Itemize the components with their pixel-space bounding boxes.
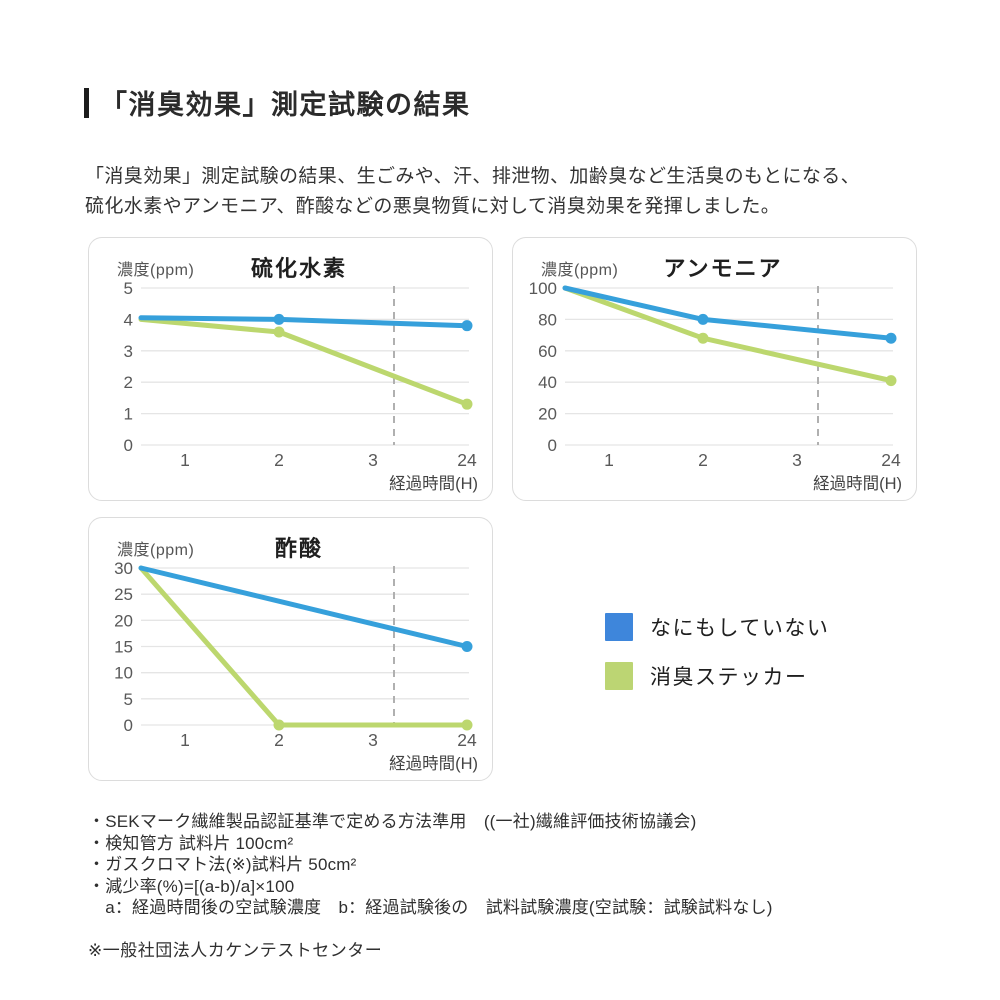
y-tick-label: 5 xyxy=(124,690,133,709)
legend-swatch-blue xyxy=(605,613,633,641)
x-axis-label: 経過時間(H) xyxy=(389,754,478,773)
y-tick-label: 0 xyxy=(124,436,133,455)
y-tick-label: 5 xyxy=(124,279,133,298)
y-tick-label: 10 xyxy=(114,664,133,683)
footnote-line: ・減少率(%)=[(a-b)/a]×100 xyxy=(88,876,295,896)
x-tick-label: 2 xyxy=(698,450,708,470)
footnote-line: ・SEKマーク繊維製品認証基準で定める方法準用 ((一社)繊維評価技術協議会) xyxy=(88,812,697,831)
y-axis-label: 濃度(ppm) xyxy=(117,261,194,279)
x-tick-label: 1 xyxy=(180,730,190,750)
y-tick-label: 20 xyxy=(538,405,557,424)
chart-panel-hydrogen-sulfide: 0 1 2 3 4 5 1 2 3 24 経過時間(H) 濃度(ppm) 硫化水素 xyxy=(88,237,493,501)
data-point-dot xyxy=(461,719,473,731)
series-line xyxy=(138,316,470,407)
data-point-dot xyxy=(461,398,473,410)
data-point-dot xyxy=(461,641,473,652)
legend-item-control: なにもしていない xyxy=(605,612,829,642)
y-tick-label: 60 xyxy=(538,342,557,361)
data-point-dot xyxy=(273,326,285,338)
chart-title: 硫化水素 xyxy=(251,256,347,281)
chart-legend: なにもしていない 消臭ステッカー xyxy=(605,612,829,710)
intro-text: 「消臭効果」測定試験の結果、生ごみや、汗、排泄物、加齢臭など生活臭のもとになる、… xyxy=(85,162,860,222)
x-tick-label: 2 xyxy=(274,730,284,750)
data-point-dot xyxy=(273,719,285,731)
y-tick-label: 3 xyxy=(124,342,133,361)
x-tick-label: 3 xyxy=(368,730,378,750)
line-chart-acetic-acid: 0 5 10 15 20 25 30 1 2 3 24 経過時間(H) 濃度(ppm) 酢酸 xyxy=(114,536,478,773)
y-tick-label: 30 xyxy=(114,559,133,578)
data-point-dot xyxy=(697,313,709,325)
y-tick-label: 100 xyxy=(529,279,557,298)
x-axis-label: 経過時間(H) xyxy=(813,474,902,493)
chart-panel-acetic-acid: 0 5 10 15 20 25 30 1 2 3 24 経過時間(H) 濃度(ppm) 酢酸 xyxy=(88,517,493,781)
x-tick-label: 3 xyxy=(792,450,802,470)
title-accent-bar xyxy=(84,87,89,118)
x-tick-label: 2 xyxy=(274,450,284,470)
y-tick-label: 25 xyxy=(114,585,133,604)
x-tick-label: 24 xyxy=(457,450,477,470)
footnote-line: a：経過時間後の空試験濃度 b：経過試験後の 試料試験濃度(空試験：試験試料なし… xyxy=(88,898,773,917)
intro-line-1: 「消臭効果」測定試験の結果、生ごみや、汗、排泄物、加齢臭など生活臭のもとになる、 xyxy=(85,166,861,187)
x-tick-label: 1 xyxy=(604,450,614,470)
y-tick-label: 0 xyxy=(548,436,557,455)
footnotes: ・SEKマーク繊維製品認証基準で定める方法準用 ((一社)繊維評価技術協議会) … xyxy=(88,811,773,919)
x-tick-label: 1 xyxy=(180,450,190,470)
data-point-dot xyxy=(461,320,473,332)
line-chart-hydrogen-sulfide: 0 1 2 3 4 5 1 2 3 24 経過時間(H) 濃度(ppm) 硫化水素 xyxy=(117,256,478,493)
y-axis-label: 濃度(ppm) xyxy=(117,541,194,559)
data-point-dot xyxy=(885,332,897,344)
x-tick-label: 24 xyxy=(457,730,477,750)
y-tick-label: 4 xyxy=(124,310,133,329)
page-title: 「消臭効果」測定試験の結果 xyxy=(100,90,471,120)
legend-item-sticker: 消臭ステッカー xyxy=(605,661,829,691)
y-tick-label: 15 xyxy=(114,638,133,657)
legend-label-sticker: 消臭ステッカー xyxy=(650,666,808,689)
y-tick-label: 80 xyxy=(538,310,557,329)
x-tick-label: 24 xyxy=(881,450,901,470)
x-axis-label: 経過時間(H) xyxy=(389,474,478,493)
line-chart-ammonia: 0 20 40 60 80 100 1 2 3 24 経過時間(H) 濃度(ppm) アンモニア xyxy=(529,256,902,493)
legend-swatch-green xyxy=(605,662,633,690)
data-point-dot xyxy=(885,375,897,387)
chart-title: 酢酸 xyxy=(275,536,323,561)
legend-label-control: なにもしていない xyxy=(650,617,830,640)
y-tick-label: 40 xyxy=(538,373,557,392)
y-tick-label: 1 xyxy=(124,405,133,424)
chart-title: アンモニア xyxy=(663,256,782,281)
x-tick-label: 3 xyxy=(368,450,378,470)
page-title-row: 「消臭効果」測定試験の結果 xyxy=(84,83,471,122)
footnote-line: ・ガスクロマト法(※)試料片 50cm² xyxy=(88,855,357,874)
y-tick-label: 0 xyxy=(124,716,133,735)
y-axis-label: 濃度(ppm) xyxy=(541,261,618,279)
chart-panel-ammonia: 0 20 40 60 80 100 1 2 3 24 経過時間(H) 濃度(ppm) アンモニア xyxy=(512,237,917,501)
data-point-dot xyxy=(273,313,285,325)
intro-line-2: 硫化水素やアンモニア、酢酸などの悪臭物質に対して消臭効果を発揮しました。 xyxy=(85,196,781,217)
footnote-organization: ※一般社団法人カケンテストセンター xyxy=(88,941,383,960)
y-tick-label: 2 xyxy=(124,373,133,392)
series-line xyxy=(562,285,894,341)
series-line xyxy=(138,565,470,649)
y-tick-label: 20 xyxy=(114,611,133,630)
data-point-dot xyxy=(697,332,709,344)
footnote-line: ・検知管方 試料片 100cm² xyxy=(88,833,294,853)
